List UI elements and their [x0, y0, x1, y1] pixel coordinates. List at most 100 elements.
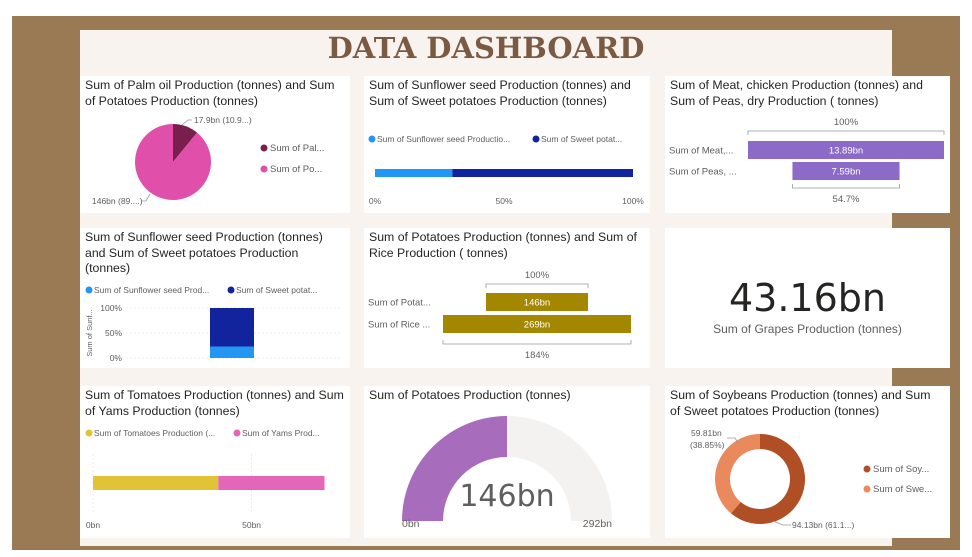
- chart-panel-palm-potatoes[interactable]: Sum of Palm oil Production (tonnes) and …: [80, 76, 350, 213]
- category-label: Sum of Meat,...: [669, 146, 733, 157]
- chart-title: Sum of Sunflower seed Production (tonnes…: [85, 230, 323, 275]
- legend-entry: Sum of Sweet potat...: [541, 134, 622, 144]
- legend-entry: Sum of Yams Prod...: [242, 428, 320, 438]
- funnel-bracket: [485, 283, 589, 288]
- stacked-bar-chart: Sum of Tomatoes Production (... Sum of Ya…: [85, 428, 325, 530]
- bar-segment: [218, 476, 325, 490]
- legend-entry: Sum of Sunflower seed Prod...: [94, 285, 209, 295]
- funnel-bottom-label: 54.7%: [833, 194, 860, 205]
- tick-label: 0bn: [86, 520, 100, 530]
- legend-entry: Sum of Po...: [270, 164, 322, 175]
- funnel-top-label: 100%: [834, 117, 859, 128]
- legend-entry: Sum of Pal...: [270, 143, 324, 154]
- leader-line: [772, 520, 791, 526]
- chart-title: Sum of Potatoes Production (tonnes): [369, 388, 571, 402]
- chart-panel-tomatoes-yams[interactable]: Sum of Tomatoes Production (tonnes) and …: [80, 386, 350, 538]
- leader-line: [727, 437, 740, 445]
- legend-marker: [260, 144, 268, 152]
- chart-title: Sum of Sunflower seed Production (tonnes…: [369, 78, 631, 108]
- chart-title: Sum of Palm oil Production (tonnes) and …: [85, 78, 335, 108]
- bar-segment: [452, 169, 633, 177]
- donut-chart: 94.13bn (61.1...) 59.81bn (38.85%) Sum of S…: [690, 428, 932, 530]
- leader-line: [142, 193, 151, 202]
- legend-entry: Sum of Swe...: [873, 484, 932, 495]
- legend-marker: [368, 135, 376, 143]
- data-label: 269bn: [524, 320, 550, 331]
- chart-title: Sum of Tomatoes Production (tonnes) and …: [85, 388, 344, 418]
- legend-entry: Sum of Sunflower seed Productio...: [377, 134, 510, 144]
- chart-panel-soybeans-sweetpotato[interactable]: Sum of Soybeans Production (tonnes) and …: [665, 386, 950, 538]
- legend-entry: Sum of Tomatoes Production (...: [94, 428, 215, 438]
- gauge-chart: 146bn 0bn 292bn: [402, 416, 612, 530]
- deco-shape: [80, 16, 155, 30]
- donut-slice: [715, 434, 760, 514]
- legend-marker: [85, 429, 93, 437]
- funnel-bracket: [747, 130, 945, 135]
- bar-segment: [93, 476, 219, 490]
- funnel-bar: [792, 162, 900, 180]
- funnel-top-label: 100%: [525, 270, 550, 281]
- gauge-max-label: 292bn: [583, 518, 612, 530]
- column-segment: [210, 308, 254, 347]
- dashboard-title: DATA DASHBOARD: [327, 31, 645, 65]
- chart-title: Sum of Potatoes Production (tonnes) and …: [369, 230, 637, 260]
- legend-marker: [863, 485, 871, 493]
- tick-label: 100%: [622, 196, 644, 206]
- legend-marker: [260, 165, 268, 173]
- stacked-bar-chart: Sum of Sunflower seed Productio... Sum of…: [368, 134, 644, 206]
- funnel-bottom-label: 184%: [525, 350, 550, 361]
- funnel-bracket: [442, 340, 632, 345]
- chart-panel-potatoes-rice[interactable]: Sum of Potatoes Production (tonnes) and …: [364, 228, 650, 368]
- y-axis-label: Sum of Sunf...: [85, 309, 94, 357]
- bar-segment: [375, 169, 453, 177]
- funnel-chart: 100% 146bn Sum of Potat... 269bn Sum of Rice…: [368, 270, 632, 361]
- data-label: 146bn (89....): [92, 196, 143, 206]
- data-label: 17.9bn (10.9...): [194, 115, 252, 125]
- tick-label: 50bn: [242, 520, 261, 530]
- chart-title: Sum of Soybeans Production (tonnes) and …: [670, 388, 931, 418]
- card-value: 43.16bn: [729, 276, 886, 320]
- chart-panel-sunflower-sweetpotato-column[interactable]: Sum of Sunflower seed Production (tonnes…: [80, 228, 350, 368]
- tick-label: 50%: [105, 328, 122, 338]
- data-label: (38.85%): [690, 440, 725, 450]
- donut-slice: [730, 434, 805, 524]
- funnel-bracket: [792, 184, 900, 189]
- card-grapes[interactable]: 43.16bn Sum of Grapes Production (tonnes…: [665, 228, 950, 368]
- data-label: 94.13bn (61.1...): [792, 520, 855, 530]
- data-label: 59.81bn: [691, 428, 722, 438]
- data-label: 13.89bn: [829, 146, 863, 157]
- legend-entry: Sum of Sweet potat...: [236, 285, 317, 295]
- funnel-bar: [748, 141, 944, 159]
- tick-label: 50%: [495, 196, 512, 206]
- tick-label: 0%: [369, 196, 382, 206]
- gauge-fill: [402, 416, 507, 521]
- chart-panel-sunflower-sweetpotato-bar[interactable]: Sum of Sunflower seed Production (tonnes…: [364, 76, 650, 213]
- data-label: 7.59bn: [831, 167, 860, 178]
- tick-label: 100%: [100, 303, 122, 313]
- pie-slice: [134, 124, 211, 200]
- funnel-bar: [443, 315, 631, 333]
- card-label: Sum of Grapes Production (tonnes): [713, 322, 902, 336]
- chart-panel-meat-peas[interactable]: Sum of Meat, chicken Production (tonnes)…: [665, 76, 950, 213]
- legend-entry: Sum of Soy...: [873, 464, 929, 475]
- tick-label: 0%: [110, 353, 123, 363]
- legend-marker: [532, 135, 540, 143]
- funnel-chart: 100% 13.89bn Sum of Meat,... 7.59bn Sum of P…: [669, 117, 945, 205]
- legend-marker: [233, 429, 241, 437]
- deco-shape: [155, 16, 812, 30]
- pie-slice: [173, 124, 198, 162]
- category-label: Sum of Potat...: [368, 298, 431, 309]
- gauge-min-label: 0bn: [402, 518, 420, 530]
- funnel-bar: [485, 293, 589, 311]
- column-segment: [210, 346, 254, 358]
- data-label: 146bn: [524, 298, 550, 309]
- category-label: Sum of Rice ...: [368, 320, 430, 331]
- chart-panel-potatoes-gauge[interactable]: Sum of Potatoes Production (tonnes) 146b…: [364, 386, 650, 538]
- pie-chart: 17.9bn (10.9...) 146bn (89....) Sum of Pal…: [92, 115, 324, 206]
- legend-marker: [227, 286, 235, 294]
- leader-line: [181, 119, 192, 126]
- gauge-value: 146bn: [459, 479, 554, 514]
- stacked-column-chart: Sum of Sunflower seed Prod... Sum of Swee…: [85, 285, 340, 363]
- chart-title: Sum of Meat, chicken Production (tonnes)…: [670, 78, 923, 108]
- deco-shape: [12, 16, 80, 240]
